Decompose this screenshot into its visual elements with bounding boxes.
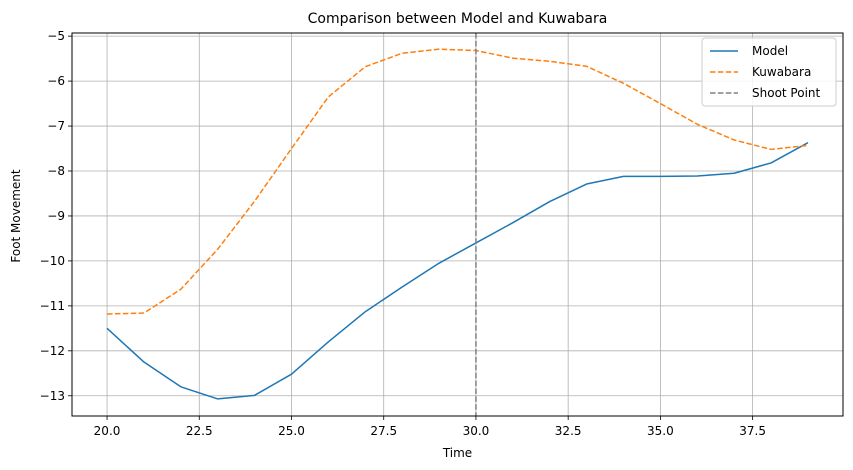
x-tick-label: 22.5 [186, 424, 213, 438]
y-axis-label: Foot Movement [9, 169, 23, 263]
grid [72, 33, 843, 416]
y-tick-label: −13 [40, 389, 65, 403]
y-tick-label: −10 [40, 254, 65, 268]
y-tick-label: −9 [47, 209, 65, 223]
x-tick-label: 20.0 [94, 424, 121, 438]
y-axis-ticks: −13 −12 −11 −10 −9 −8 −7 −6 −5 [40, 29, 72, 403]
plot-area-frame [71, 32, 844, 417]
x-tick-label: 27.5 [370, 424, 397, 438]
x-tick-label: 32.5 [555, 424, 582, 438]
legend-label: Model [752, 44, 788, 58]
legend-box [701, 37, 837, 107]
y-tick-label: −5 [47, 29, 65, 43]
series-lines [106, 33, 809, 416]
x-tick-label: 25.0 [278, 424, 305, 438]
y-tick-label: −12 [40, 344, 65, 358]
y-tick-label: −6 [47, 74, 65, 88]
series-line-model [106, 142, 809, 400]
x-tick-label: 30.0 [463, 424, 490, 438]
y-tick-label: −7 [47, 119, 65, 133]
y-tick-label: −8 [47, 164, 65, 178]
x-tick-label: 37.5 [739, 424, 766, 438]
legend-label: Shoot Point [752, 86, 821, 100]
x-axis-ticks: 20.0 22.5 25.0 27.5 30.0 32.5 35.0 37.5 [94, 416, 766, 438]
legend-label: Kuwabara [752, 65, 811, 79]
chart-title: Comparison between Model and Kuwabara [308, 11, 608, 27]
x-tick-label: 35.0 [647, 424, 674, 438]
x-axis-label: Time [442, 446, 472, 460]
series-line-kuwabara [107, 48, 809, 315]
legend: Model Kuwabara Shoot Point [701, 37, 837, 107]
y-tick-label: −11 [40, 299, 65, 313]
